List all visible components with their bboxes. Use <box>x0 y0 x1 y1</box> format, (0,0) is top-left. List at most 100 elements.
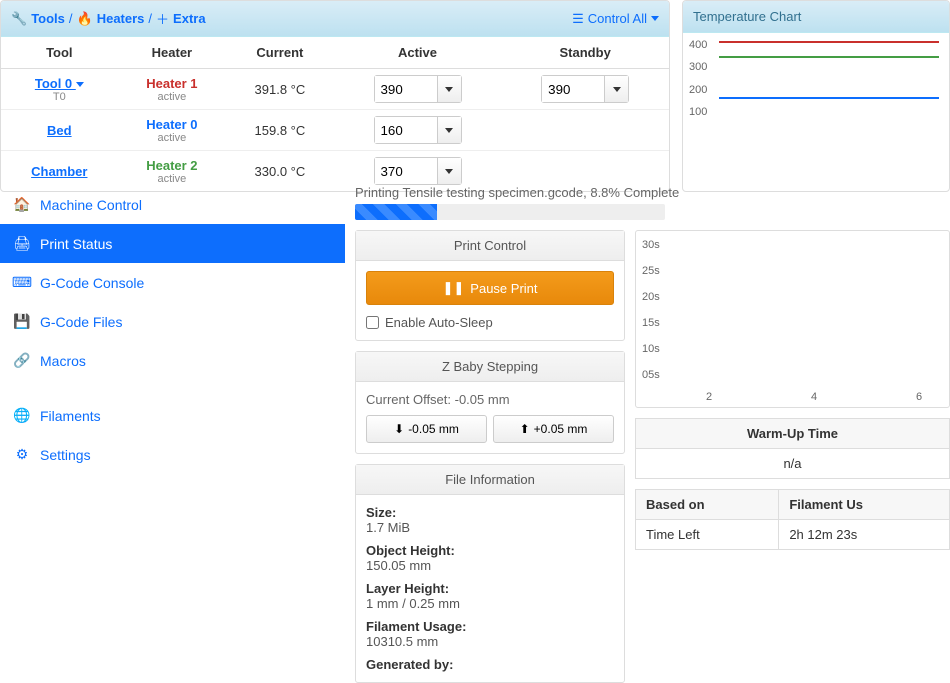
heater-status: active <box>126 91 219 103</box>
tool-link[interactable]: Bed <box>47 123 72 138</box>
link-icon: 🔗 <box>14 352 30 369</box>
file-info-title: File Information <box>356 465 624 495</box>
tool-link[interactable]: Tool 0 <box>35 76 84 91</box>
standby-field[interactable] <box>542 76 604 102</box>
th-standby: Standby <box>501 37 669 69</box>
sidebar-item-settings[interactable]: ⚙Settings <box>0 435 345 474</box>
arrow-down-icon: ⬇ <box>394 422 404 436</box>
sidebar-item-label: Machine Control <box>40 197 142 213</box>
chart-line <box>719 56 939 58</box>
heaters-table: Tool Heater Current Active Standby Tool … <box>1 37 669 191</box>
est-filament-header: Filament Us <box>779 490 950 520</box>
sidebar-item-print-status[interactable]: 🖨 Print Status <box>0 224 345 263</box>
active-dropdown[interactable] <box>437 158 461 184</box>
file-info-value: 150.05 mm <box>366 558 614 573</box>
est-time-left-value: 2h 12m 23s <box>779 520 950 550</box>
chart-y-tick: 200 <box>689 84 707 96</box>
speed-y-tick: 15s <box>642 317 660 329</box>
file-info-value: 1 mm / 0.25 mm <box>366 596 614 611</box>
pause-icon: ❚❚ <box>443 280 465 296</box>
heater-name[interactable]: Heater 1 <box>126 76 219 91</box>
chart-y-tick: 400 <box>689 39 707 51</box>
heater-name[interactable]: Heater 0 <box>126 117 219 132</box>
active-dropdown[interactable] <box>437 76 461 102</box>
standby-dropdown[interactable] <box>604 76 628 102</box>
sidebar-item-macros[interactable]: 🔗 Macros <box>0 341 345 380</box>
speed-y-tick: 25s <box>642 265 660 277</box>
control-all-dropdown[interactable]: ☰ Control All <box>572 11 659 27</box>
speed-y-tick: 10s <box>642 343 660 355</box>
th-tool: Tool <box>1 37 118 69</box>
th-current: Current <box>226 37 334 69</box>
speed-x-tick: 4 <box>811 391 817 403</box>
heater-name[interactable]: Heater 2 <box>126 158 219 173</box>
speed-chart: 30s25s20s15s10s05s246 <box>635 230 950 408</box>
active-input[interactable] <box>374 157 462 185</box>
warmup-table: Warm-Up Time n/a <box>635 418 950 479</box>
chart-y-tick: 300 <box>689 61 707 73</box>
warmup-header: Warm-Up Time <box>636 419 950 449</box>
baby-down-button[interactable]: ⬇-0.05 mm <box>366 415 487 443</box>
file-info-value: 10310.5 mm <box>366 634 614 649</box>
estimate-table: Based on Filament Us Time Left 2h 12m 23… <box>635 489 950 550</box>
wrench-icon: 🔧 <box>11 11 27 27</box>
sidebar-item-filaments[interactable]: 🌐Filaments <box>0 396 345 435</box>
plus-icon: ＋ <box>156 9 169 28</box>
fire-icon: 🔥 <box>77 11 93 27</box>
heater-status: active <box>126 132 219 144</box>
file-info-key: Filament Usage: <box>366 619 614 634</box>
speed-y-tick: 05s <box>642 369 660 381</box>
sidebar-item-label: G-Code Console <box>40 275 144 291</box>
sidebar-item-g-code-console[interactable]: ⌨G-Code Console <box>0 263 345 302</box>
warmup-value: n/a <box>636 449 950 479</box>
tools-panel: 🔧 Tools / 🔥 Heaters / ＋ Extra ☰ Control … <box>0 0 670 192</box>
temperature-chart-panel: Temperature Chart 400 300 200 100 <box>682 0 950 192</box>
sidebar-nav: 🏠 Machine Control 🖨 Print Status ⌨G-Code Con… <box>0 185 345 474</box>
file-info-key: Generated by: <box>366 657 614 672</box>
arrow-up-icon: ⬆ <box>520 422 530 436</box>
heater-status: active <box>126 173 219 185</box>
heater-row: Tool 0 T0 Heater 1active 391.8 °C <box>1 69 669 110</box>
caret-down-icon <box>651 16 659 21</box>
file-info-value: 1.7 MiB <box>366 520 614 535</box>
pause-print-button[interactable]: ❚❚ Pause Print <box>366 271 614 305</box>
sidebar-item-machine-control[interactable]: 🏠 Machine Control <box>0 185 345 224</box>
speed-x-tick: 6 <box>916 391 922 403</box>
home-icon: 🏠 <box>14 196 30 213</box>
baby-up-button[interactable]: ⬆+0.05 mm <box>493 415 614 443</box>
print-control-title: Print Control <box>356 231 624 261</box>
active-field[interactable] <box>375 158 437 184</box>
active-input[interactable] <box>374 116 462 144</box>
file-info-key: Layer Height: <box>366 581 614 596</box>
crumb-tools[interactable]: Tools <box>31 11 65 26</box>
speed-x-tick: 2 <box>706 391 712 403</box>
speed-y-tick: 20s <box>642 291 660 303</box>
file-info-panel: File Information Size:1.7 MiBObject Heig… <box>355 464 625 683</box>
auto-sleep-checkbox[interactable] <box>366 316 379 329</box>
drive-icon: 💾 <box>14 313 30 330</box>
list-icon: ☰ <box>572 11 584 27</box>
sidebar-item-label: Macros <box>40 353 86 369</box>
chart-y-tick: 100 <box>689 106 707 118</box>
progress-bar <box>355 204 665 220</box>
print-icon: 🖨 <box>14 235 30 252</box>
sidebar-item-g-code-files[interactable]: 💾G-Code Files <box>0 302 345 341</box>
temperature-chart-title: Temperature Chart <box>683 1 949 33</box>
auto-sleep-checkbox-row[interactable]: Enable Auto-Sleep <box>366 315 614 330</box>
tools-panel-header: 🔧 Tools / 🔥 Heaters / ＋ Extra ☰ Control … <box>1 1 669 37</box>
active-dropdown[interactable] <box>437 117 461 143</box>
file-info-key: Object Height: <box>366 543 614 558</box>
active-field[interactable] <box>375 76 437 102</box>
baby-stepping-panel: Z Baby Stepping Current Offset: -0.05 mm… <box>355 351 625 454</box>
standby-input[interactable] <box>541 75 629 103</box>
active-field[interactable] <box>375 117 437 143</box>
progress-label: Printing Tensile testing specimen.gcode,… <box>355 185 950 200</box>
chart-line <box>719 41 939 43</box>
tool-link[interactable]: Chamber <box>31 164 87 179</box>
sidebar-item-label: Print Status <box>40 236 112 252</box>
crumb-extra[interactable]: Extra <box>173 11 206 26</box>
crumb-heaters[interactable]: Heaters <box>97 11 145 26</box>
chart-line <box>719 97 939 99</box>
th-active: Active <box>334 37 502 69</box>
active-input[interactable] <box>374 75 462 103</box>
